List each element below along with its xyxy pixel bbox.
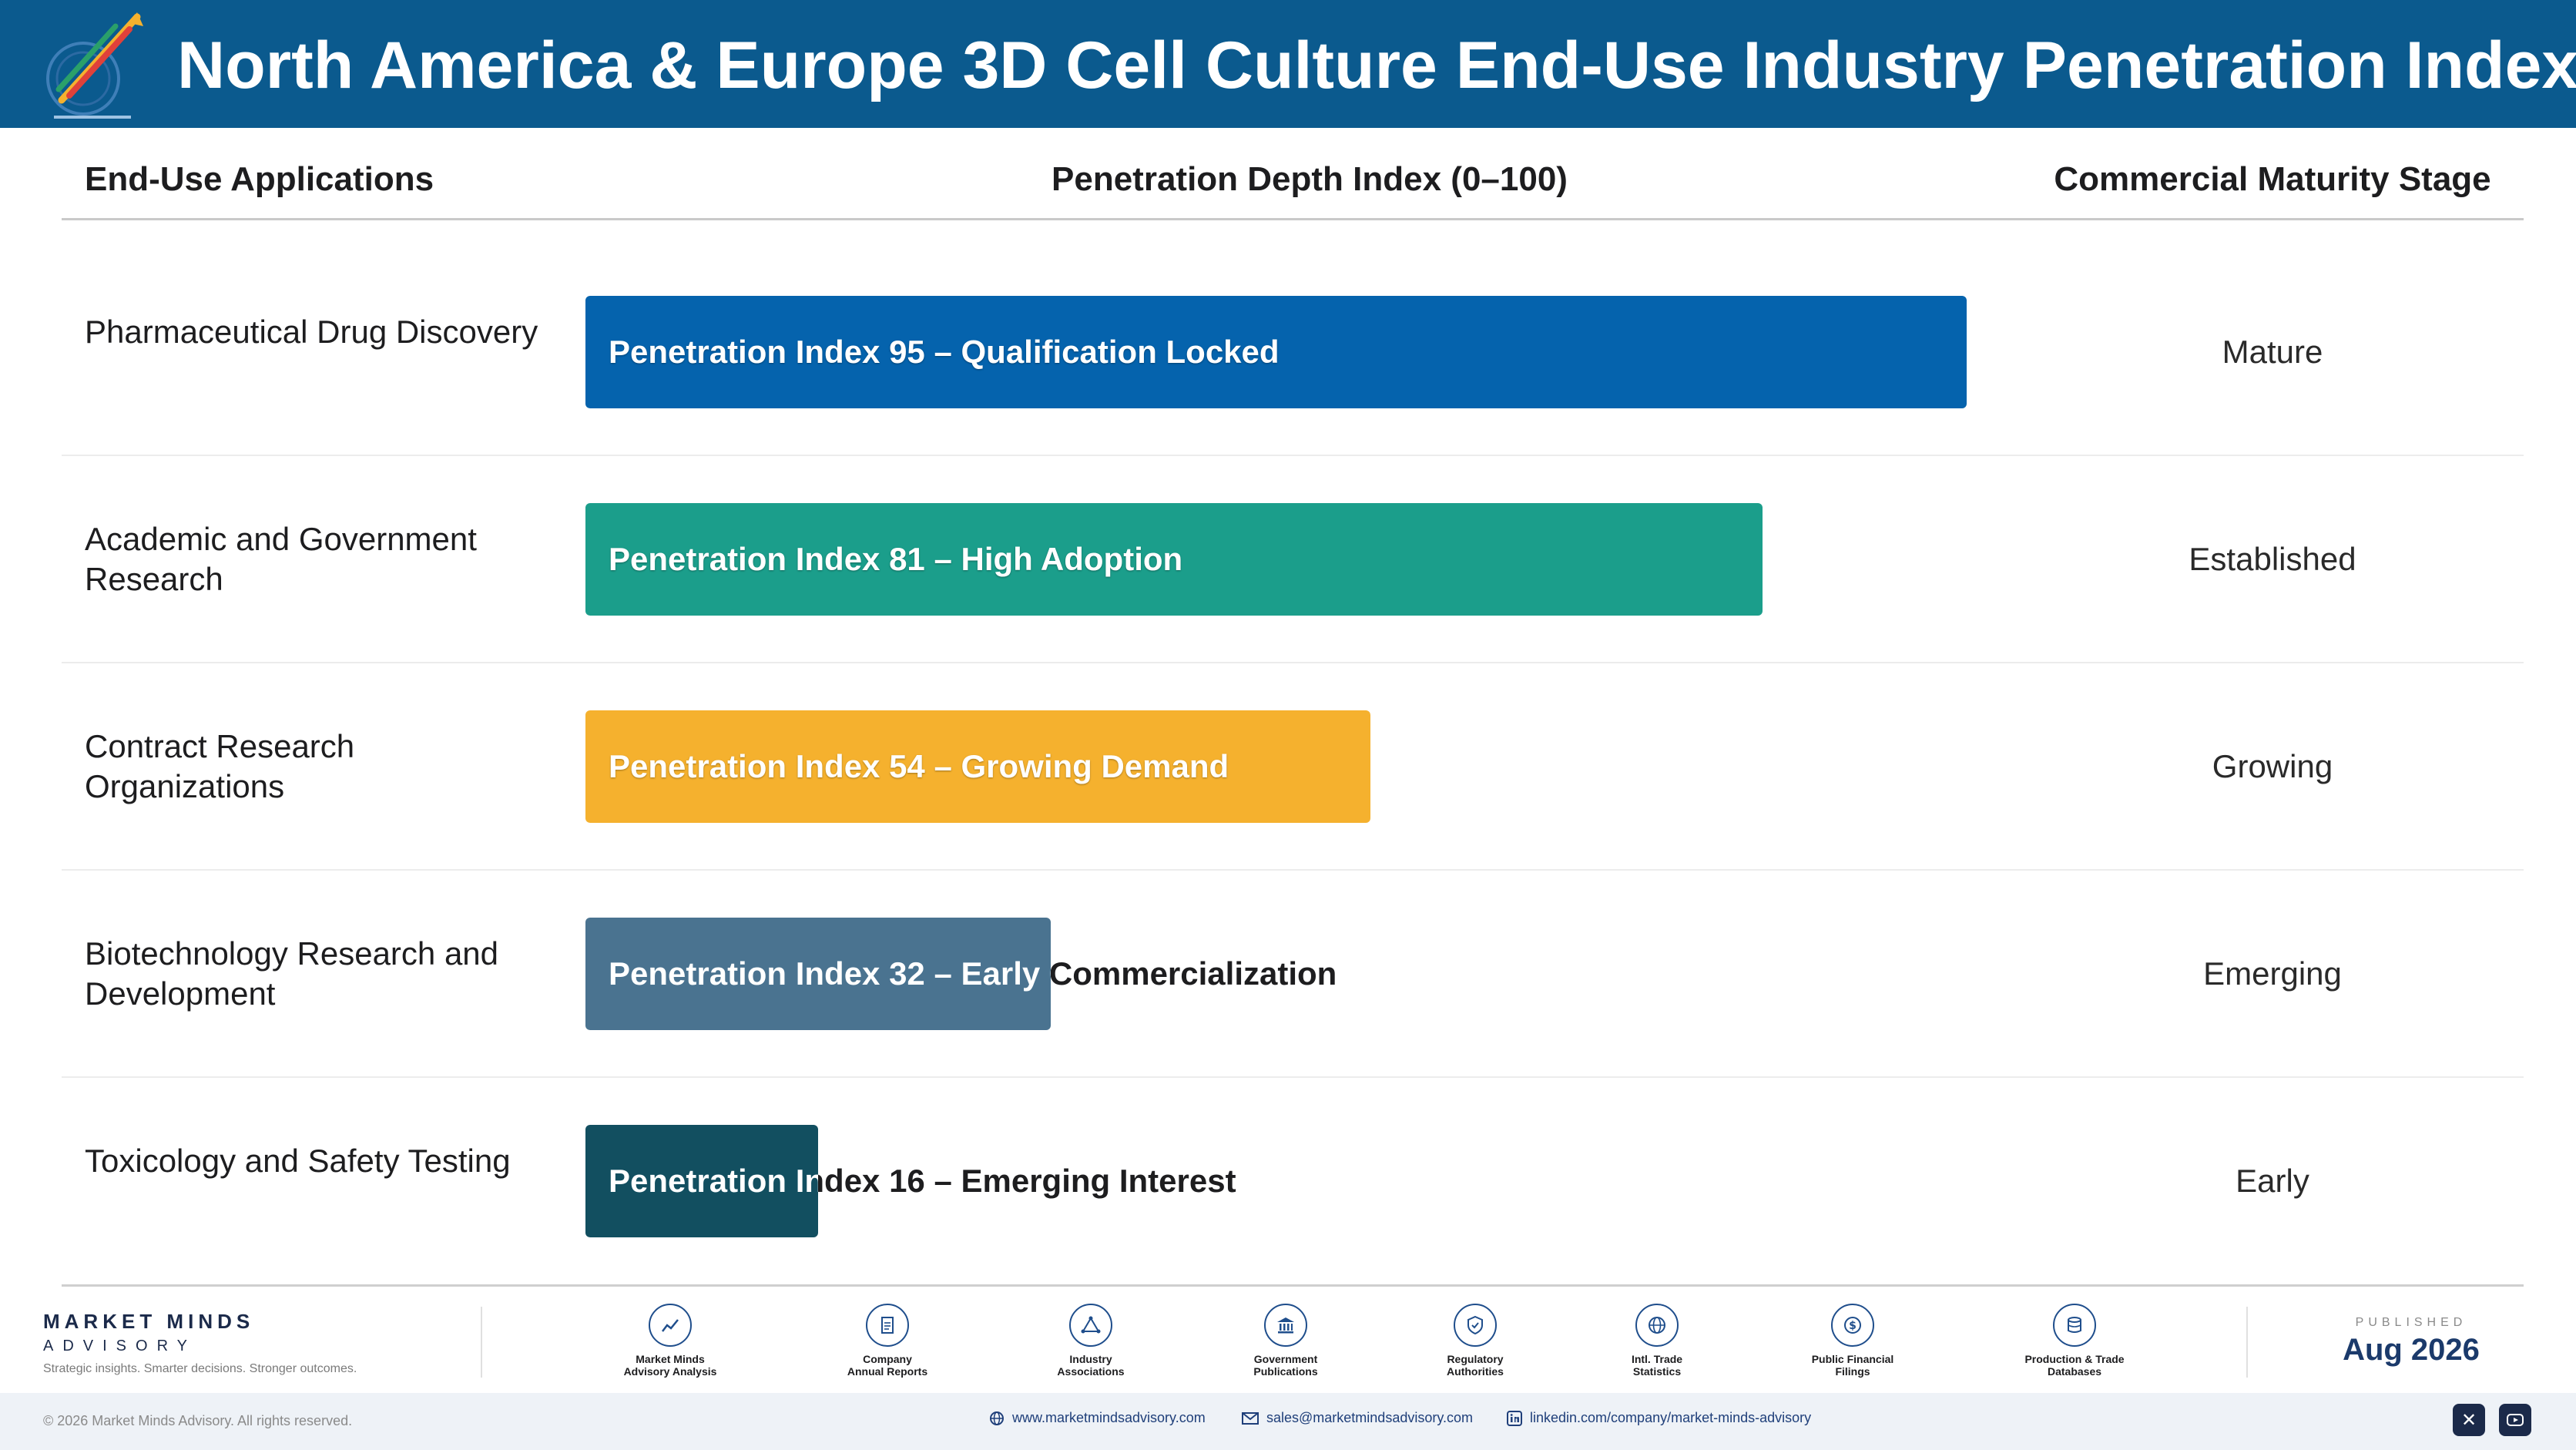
row-divider bbox=[62, 1076, 2524, 1078]
svg-text:$: $ bbox=[1849, 1320, 1857, 1332]
penetration-bar bbox=[585, 503, 1763, 616]
application-label: Pharmaceutical Drug Discovery bbox=[85, 314, 538, 350]
source-label: Intl. Trade Statistics bbox=[1631, 1353, 1683, 1378]
bar-data-label: Penetration Index 32 – Early Commerciali… bbox=[609, 918, 1337, 1030]
stage-column-header: Commercial Maturity Stage bbox=[2054, 160, 2491, 198]
footer-divider bbox=[2246, 1307, 2248, 1378]
youtube-social-icon[interactable] bbox=[2499, 1404, 2531, 1436]
linkedin-text: linkedin.com/company/market-minds-adviso… bbox=[1530, 1410, 1812, 1425]
penetration-bar bbox=[585, 710, 1370, 823]
penetration-bar bbox=[585, 918, 1051, 1030]
application-label: Biotechnology Research and Development bbox=[85, 935, 499, 1012]
brand-subtitle: ADVISORY bbox=[43, 1338, 196, 1354]
source-label: Industry Associations bbox=[1057, 1353, 1125, 1378]
header-divider bbox=[62, 218, 2524, 220]
source-item: Production & Trade Databases bbox=[1990, 1304, 2159, 1378]
database-icon bbox=[2053, 1304, 2096, 1347]
source-item: Intl. Trade Statistics bbox=[1572, 1304, 1742, 1378]
email-text: sales@marketmindsadvisory.com bbox=[1266, 1410, 1474, 1425]
mail-icon bbox=[1242, 1411, 1259, 1425]
maturity-stage-label: Established bbox=[2189, 541, 2356, 577]
email-link[interactable]: sales@marketmindsadvisory.com bbox=[1242, 1410, 1473, 1426]
applications-column-header: End-Use Applications bbox=[85, 160, 434, 198]
maturity-stage-label: Emerging bbox=[2203, 955, 2342, 992]
source-label: Production & Trade Databases bbox=[2024, 1353, 2125, 1378]
source-label: Government Publications bbox=[1253, 1353, 1318, 1378]
title-banner: North America & Europe 3D Cell Culture E… bbox=[0, 0, 2576, 128]
published-date: Aug 2026 bbox=[2343, 1333, 2480, 1367]
published-label: PUBLISHED bbox=[2355, 1316, 2467, 1329]
document-icon bbox=[866, 1304, 909, 1347]
source-label: Market Minds Advisory Analysis bbox=[623, 1353, 717, 1378]
dollar-coin-icon: $ bbox=[1831, 1304, 1874, 1347]
linkedin-link[interactable]: linkedin.com/company/market-minds-adviso… bbox=[1507, 1410, 1811, 1426]
chart-bottom-divider bbox=[62, 1284, 2524, 1287]
x-social-icon[interactable]: ✕ bbox=[2453, 1404, 2485, 1436]
website-text: www.marketmindsadvisory.com bbox=[1012, 1410, 1206, 1425]
network-icon bbox=[1069, 1304, 1112, 1347]
source-item: Regulatory Authorities bbox=[1390, 1304, 1560, 1378]
source-label: Company Annual Reports bbox=[847, 1353, 928, 1378]
copyright-text: © 2026 Market Minds Advisory. All rights… bbox=[43, 1413, 353, 1428]
globe-icon bbox=[1635, 1304, 1679, 1347]
government-building-icon bbox=[1264, 1304, 1307, 1347]
brand-name: MARKET MINDS bbox=[43, 1310, 255, 1333]
maturity-stage-label: Growing bbox=[2212, 748, 2333, 784]
market-minds-logo-icon bbox=[46, 12, 143, 119]
source-item: Company Annual Reports bbox=[803, 1304, 972, 1378]
row-divider bbox=[62, 662, 2524, 663]
linkedin-icon bbox=[1507, 1410, 1522, 1426]
page-title: North America & Europe 3D Cell Culture E… bbox=[177, 29, 2576, 102]
bar-data-label: Penetration Index 95 – Qualification Loc… bbox=[609, 334, 1280, 370]
depth-column-header: Penetration Depth Index (0–100) bbox=[1052, 160, 1568, 198]
bar-data-label: Penetration Index 54 – Growing Demand bbox=[609, 748, 1229, 784]
application-label: Toxicology and Safety Testing bbox=[85, 1143, 511, 1179]
bar-data-label: Penetration Index 81 – High Adoption bbox=[609, 541, 1183, 577]
footer-contact-bar bbox=[0, 1393, 2576, 1450]
penetration-bar bbox=[585, 1125, 818, 1237]
row-divider bbox=[62, 869, 2524, 871]
maturity-stage-label: Mature bbox=[2222, 334, 2323, 370]
penetration-bar bbox=[585, 296, 1967, 408]
application-label: Academic and Government Research bbox=[85, 521, 477, 597]
source-label: Public Financial Filings bbox=[1811, 1353, 1894, 1378]
shield-check-icon bbox=[1454, 1304, 1497, 1347]
trend-chart-icon bbox=[649, 1304, 692, 1347]
source-label: Regulatory Authorities bbox=[1447, 1353, 1504, 1378]
source-item: $ Public Financial Filings bbox=[1768, 1304, 1937, 1378]
brand-tagline: Strategic insights. Smarter decisions. S… bbox=[43, 1362, 357, 1375]
source-item: Market Minds Advisory Analysis bbox=[585, 1304, 755, 1378]
globe-icon bbox=[990, 1411, 1004, 1425]
footer-divider bbox=[481, 1307, 482, 1378]
source-item: Government Publications bbox=[1201, 1304, 1370, 1378]
maturity-stage-label: Early bbox=[2236, 1163, 2309, 1199]
application-label: Contract Research Organizations bbox=[85, 728, 355, 804]
website-link[interactable]: www.marketmindsadvisory.com bbox=[989, 1410, 1206, 1426]
source-item: Industry Associations bbox=[1006, 1304, 1176, 1378]
bar-data-label: Penetration Index 16 – Emerging Interest bbox=[609, 1125, 1236, 1237]
row-divider bbox=[62, 455, 2524, 456]
